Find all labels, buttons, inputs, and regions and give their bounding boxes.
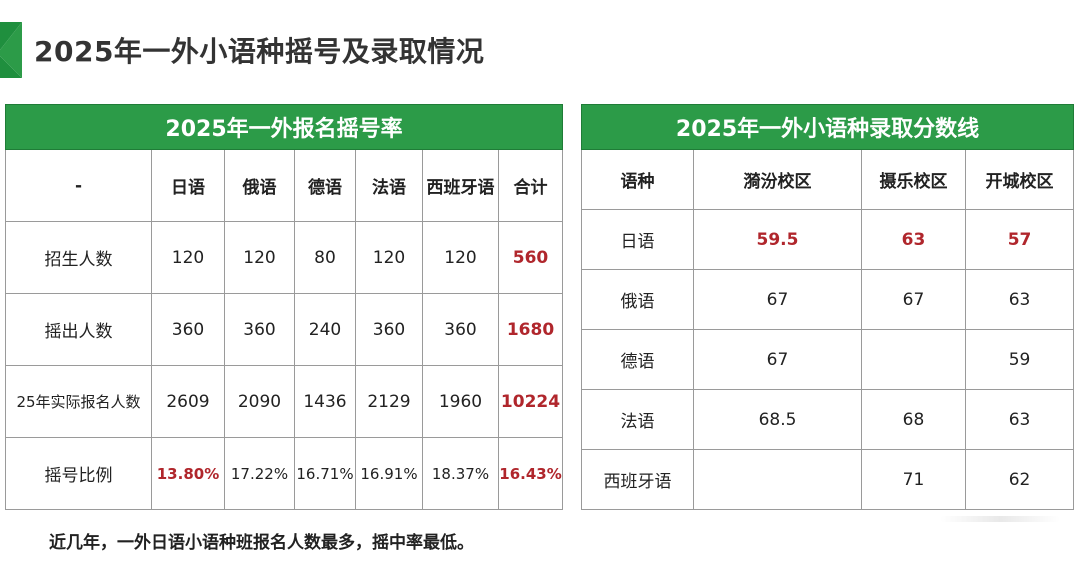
column-header-language: 语种 <box>581 149 694 210</box>
total-cell: 16.43% <box>497 437 564 510</box>
row-label: 西班牙语 <box>581 449 694 510</box>
table-cell: 16.91% <box>355 437 423 510</box>
title-accent-shape <box>0 22 22 78</box>
column-header-campus-2: 摄乐校区 <box>861 149 966 210</box>
score-table-header-row: 语种 漪汾校区 摄乐校区 开城校区 <box>581 149 1075 210</box>
lottery-table-header-row: - 日语 俄语 德语 法语 西班牙语 合计 <box>5 149 564 222</box>
row-label: 25年实际报名人数 <box>5 365 152 438</box>
table-cell: 17.22% <box>224 437 295 510</box>
row-label: 日语 <box>581 209 694 270</box>
table-cell: 120 <box>355 221 423 294</box>
table-row: 摇出人数 360 360 240 360 360 1680 <box>5 293 564 366</box>
total-cell: 10224 <box>497 365 564 438</box>
table-cell: 120 <box>422 221 499 294</box>
column-header-spanish: 西班牙语 <box>422 149 499 222</box>
total-cell: 560 <box>497 221 564 294</box>
column-header-german: 德语 <box>294 149 356 222</box>
table-cell: 1960 <box>422 365 499 438</box>
table-cell-highlight: 63 <box>861 209 966 270</box>
table-cell: 71 <box>861 449 966 510</box>
row-label: 俄语 <box>581 269 694 330</box>
table-row: 俄语 67 67 63 <box>581 269 1075 330</box>
table-row: 招生人数 120 120 80 120 120 560 <box>5 221 564 294</box>
table-cell: 360 <box>224 293 295 366</box>
table-cell: 67 <box>693 329 862 390</box>
table-cell-highlight: 13.80% <box>151 437 225 510</box>
table-cell-highlight: 57 <box>964 209 1075 270</box>
table-row: 25年实际报名人数 2609 2090 1436 2129 1960 10224 <box>5 365 564 438</box>
table-cell <box>693 449 862 510</box>
lottery-rate-table: 2025年一外报名摇号率 - 日语 俄语 德语 法语 西班牙语 合计 招生人数 … <box>4 104 564 510</box>
lottery-table-title: 2025年一外报名摇号率 <box>4 104 564 150</box>
column-header-russian: 俄语 <box>224 149 295 222</box>
table-row: 西班牙语 71 62 <box>581 449 1075 510</box>
table-cell: 59 <box>964 329 1075 390</box>
table-cell: 120 <box>151 221 225 294</box>
table-cell: 2609 <box>151 365 225 438</box>
column-header-total: 合计 <box>497 149 564 222</box>
column-header-french: 法语 <box>355 149 423 222</box>
column-header: - <box>5 149 152 222</box>
table-cell: 120 <box>224 221 295 294</box>
table-cell: 67 <box>693 269 862 330</box>
table-row: 法语 68.5 68 63 <box>581 389 1075 450</box>
column-header-campus-1: 漪汾校区 <box>693 149 862 210</box>
row-label: 招生人数 <box>5 221 152 294</box>
table-cell: 67 <box>861 269 966 330</box>
row-label: 法语 <box>581 389 694 450</box>
table-cell: 2129 <box>355 365 423 438</box>
table-cell: 360 <box>151 293 225 366</box>
table-cell: 1436 <box>294 365 356 438</box>
table-cell: 63 <box>964 389 1075 450</box>
row-label: 摇号比例 <box>5 437 152 510</box>
table-row: 摇号比例 13.80% 17.22% 16.71% 16.91% 18.37% … <box>5 437 564 510</box>
table-cell: 360 <box>355 293 423 366</box>
table-row: 日语 59.5 63 57 <box>581 209 1075 270</box>
table-cell: 63 <box>964 269 1075 330</box>
row-label: 德语 <box>581 329 694 390</box>
table-row: 德语 67 59 <box>581 329 1075 390</box>
row-label: 摇出人数 <box>5 293 152 366</box>
table-cell: 2090 <box>224 365 295 438</box>
column-header-japanese: 日语 <box>151 149 225 222</box>
watermark <box>940 516 1060 522</box>
column-header-campus-3: 开城校区 <box>964 149 1075 210</box>
table-cell: 16.71% <box>294 437 356 510</box>
score-table-title: 2025年一外小语种录取分数线 <box>580 104 1075 150</box>
admission-score-table: 2025年一外小语种录取分数线 语种 漪汾校区 摄乐校区 开城校区 日语 59.… <box>580 104 1075 510</box>
table-cell: 18.37% <box>422 437 499 510</box>
table-cell: 360 <box>422 293 499 366</box>
footnote: 近几年，一外日语小语种班报名人数最多，摇中率最低。 <box>49 533 474 553</box>
total-cell: 1680 <box>497 293 564 366</box>
table-cell: 240 <box>294 293 356 366</box>
table-cell <box>861 329 966 390</box>
table-cell: 80 <box>294 221 356 294</box>
page-title: 2025年一外小语种摇号及录取情况 <box>34 35 485 68</box>
table-cell-highlight: 59.5 <box>693 209 862 270</box>
table-cell: 68.5 <box>693 389 862 450</box>
table-cell: 62 <box>964 449 1075 510</box>
table-cell: 68 <box>861 389 966 450</box>
